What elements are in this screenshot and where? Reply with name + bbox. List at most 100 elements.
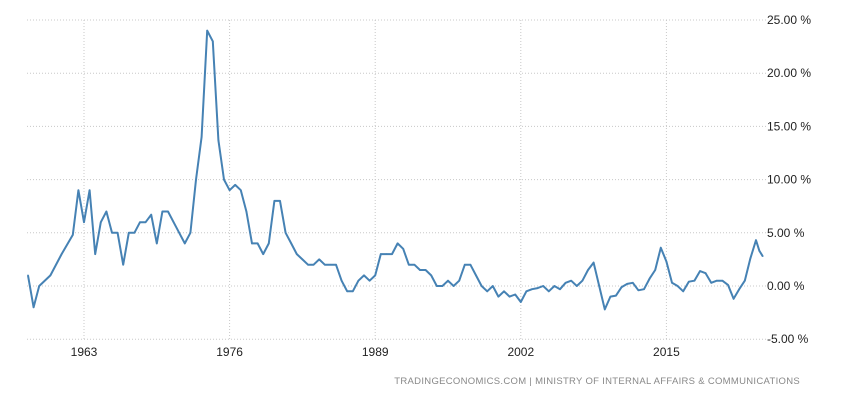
data-point [27, 274, 29, 277]
data-point [100, 221, 102, 223]
y-tick-label: 20.00 % [767, 66, 811, 80]
data-point [391, 253, 393, 255]
data-point [402, 247, 405, 250]
data-point [49, 274, 52, 277]
data-point [480, 285, 483, 287]
data-point [514, 293, 516, 296]
data-point [184, 242, 186, 245]
data-point [615, 294, 617, 297]
data-point [290, 242, 293, 245]
data-point [570, 279, 572, 282]
data-point [727, 284, 729, 286]
y-tick-label: -5.00 % [767, 332, 809, 346]
x-tick-label: 1963 [71, 345, 98, 359]
data-point [167, 210, 169, 213]
data-point [284, 232, 287, 234]
data-point [721, 279, 724, 282]
data-point [710, 282, 712, 284]
data-point [77, 189, 80, 192]
data-point [262, 253, 265, 255]
data-point [564, 282, 567, 284]
data-point [352, 290, 354, 293]
data-point [497, 295, 500, 298]
data-point [161, 210, 164, 213]
y-tick-label: 0.00 % [767, 279, 805, 293]
data-point [576, 285, 578, 287]
data-point [676, 285, 679, 287]
data-point [469, 263, 472, 266]
data-point [492, 285, 494, 287]
data-point [223, 178, 225, 181]
data-point [60, 253, 63, 255]
data-point [335, 263, 337, 266]
data-point [256, 242, 259, 245]
data-point [363, 274, 365, 277]
data-point [94, 253, 96, 255]
data-point [189, 232, 192, 234]
data-point [758, 250, 761, 252]
data-point [150, 213, 152, 216]
data-point [693, 279, 696, 282]
data-point [301, 258, 304, 261]
data-point [536, 287, 539, 289]
data-point [452, 285, 455, 287]
source-footer: TRADINGECONOMICS.COM | MINISTRY OF INTER… [394, 376, 800, 387]
data-point [324, 263, 326, 266]
data-point [245, 210, 248, 213]
data-point [368, 279, 371, 282]
data-point [156, 242, 158, 245]
data-point [749, 257, 752, 260]
data-point [424, 269, 427, 271]
data-point [486, 290, 489, 293]
data-point [312, 263, 315, 266]
data-point [761, 255, 764, 258]
data-point [520, 301, 522, 303]
data-point [139, 221, 141, 223]
data-point [72, 234, 74, 236]
data-point [553, 285, 556, 287]
data-point [604, 308, 606, 311]
data-point [464, 263, 466, 266]
x-tick-label: 2015 [653, 345, 680, 359]
data-point [419, 269, 421, 271]
data-point [508, 295, 511, 298]
data-point [413, 263, 416, 266]
data-point [620, 286, 623, 288]
data-point [318, 258, 321, 261]
y-tick-label: 25.00 % [767, 13, 811, 27]
data-point [660, 246, 662, 249]
data-point [396, 242, 399, 245]
y-tick-label: 5.00 % [767, 226, 805, 240]
data-point [88, 189, 91, 192]
data-point [671, 282, 673, 284]
data-point [682, 290, 684, 293]
data-point [128, 232, 130, 234]
data-point [228, 189, 231, 192]
x-tick-label: 1976 [216, 345, 243, 359]
x-tick-label: 1989 [362, 345, 389, 359]
x-tick-label: 2002 [507, 345, 534, 359]
data-point [178, 232, 180, 234]
data-point [643, 288, 645, 290]
data-point [116, 232, 119, 234]
data-point [346, 290, 349, 293]
data-point [172, 221, 175, 223]
data-point [654, 269, 656, 271]
data-point [340, 279, 343, 282]
data-point [458, 279, 461, 282]
data-point [111, 232, 113, 234]
data-point [688, 280, 690, 283]
data-point [447, 279, 449, 282]
data-point [200, 136, 203, 138]
data-point [441, 285, 444, 287]
data-point [475, 274, 477, 277]
data-point [268, 242, 270, 245]
data-point [273, 200, 276, 202]
data-point [212, 40, 214, 43]
inflation-series-line [27, 29, 764, 311]
data-point [83, 221, 85, 223]
data-point [430, 274, 433, 277]
data-point [195, 178, 197, 181]
data-point [738, 288, 740, 290]
